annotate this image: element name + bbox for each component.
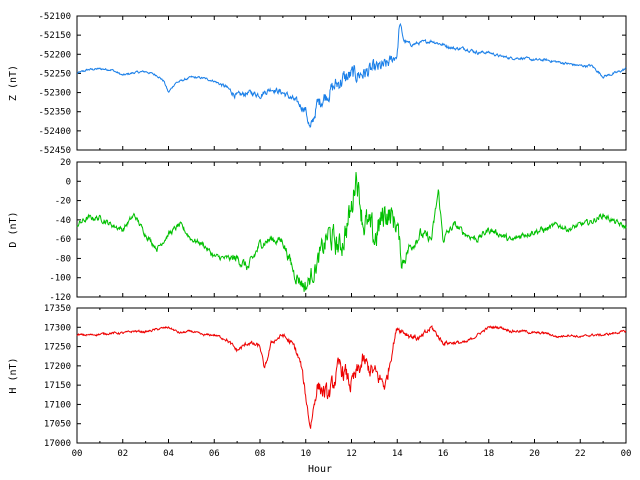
x-tick-label: 00	[621, 449, 632, 459]
series-line-h	[76, 325, 627, 429]
y-tick-label: -80	[55, 254, 71, 264]
x-tick-label: 20	[529, 449, 540, 459]
x-tick-label: 22	[575, 449, 586, 459]
y-tick-label: 0	[66, 177, 71, 187]
y-axis-title-d: D (nT)	[8, 211, 19, 247]
x-tick-label: 06	[209, 449, 220, 459]
x-tick-label: 02	[117, 449, 128, 459]
y-tick-label: -60	[55, 235, 71, 245]
y-tick-label: 17250	[44, 343, 71, 353]
y-tick-label: 20	[60, 158, 71, 168]
y-tick-label: -52400	[38, 127, 71, 137]
y-tick-label: 17050	[44, 420, 71, 430]
y-tick-label: -120	[49, 293, 71, 303]
x-tick-label: 04	[163, 449, 174, 459]
x-tick-label: 12	[346, 449, 357, 459]
y-tick-label: -52450	[38, 146, 71, 156]
panel-z: -52100 -52150 -52200 -52250 -52300 -52350 -524…	[8, 12, 627, 156]
x-axis-title: Hour	[308, 464, 332, 475]
y-tick-label: -20	[55, 197, 71, 207]
y-tick-label: -52150	[38, 31, 71, 41]
panel-h: 17350 17300 17250 17200 17150 17100 17050 17000…	[8, 304, 631, 459]
y-tick-label: 17350	[44, 304, 71, 314]
plot-frame-z	[76, 15, 627, 151]
series-line-z	[76, 22, 627, 129]
y-tick-label: -52250	[38, 69, 71, 79]
y-tick-label: -52100	[38, 12, 71, 22]
y-tick-label: 17200	[44, 362, 71, 372]
y-axis-title-h: H (nT)	[8, 357, 19, 393]
y-tick-label: -52300	[38, 89, 71, 99]
x-tick-label: 10	[300, 449, 311, 459]
y-axis-title-z: Z (nT)	[8, 65, 19, 101]
y-tick-label: 17150	[44, 381, 71, 391]
plot-frame-h	[76, 307, 627, 444]
y-tick-label: -52200	[38, 50, 71, 60]
y-tick-label: -40	[55, 216, 71, 226]
y-tick-label: 17300	[44, 323, 71, 333]
y-tick-label: 17100	[44, 400, 71, 410]
x-tick-label: 08	[255, 449, 266, 459]
panel-d: 20 0 -20 -40 -60 -80 -100 -120 D (nT)	[8, 158, 627, 303]
series-line-d	[76, 172, 627, 292]
x-tick-label: 00	[72, 449, 83, 459]
x-tick-label: 16	[438, 449, 449, 459]
y-tick-label: -52350	[38, 108, 71, 118]
x-tick-label: 18	[483, 449, 494, 459]
y-tick-label: -100	[49, 274, 71, 284]
x-tick-label: 14	[392, 449, 403, 459]
y-tick-label: 17000	[44, 439, 71, 449]
